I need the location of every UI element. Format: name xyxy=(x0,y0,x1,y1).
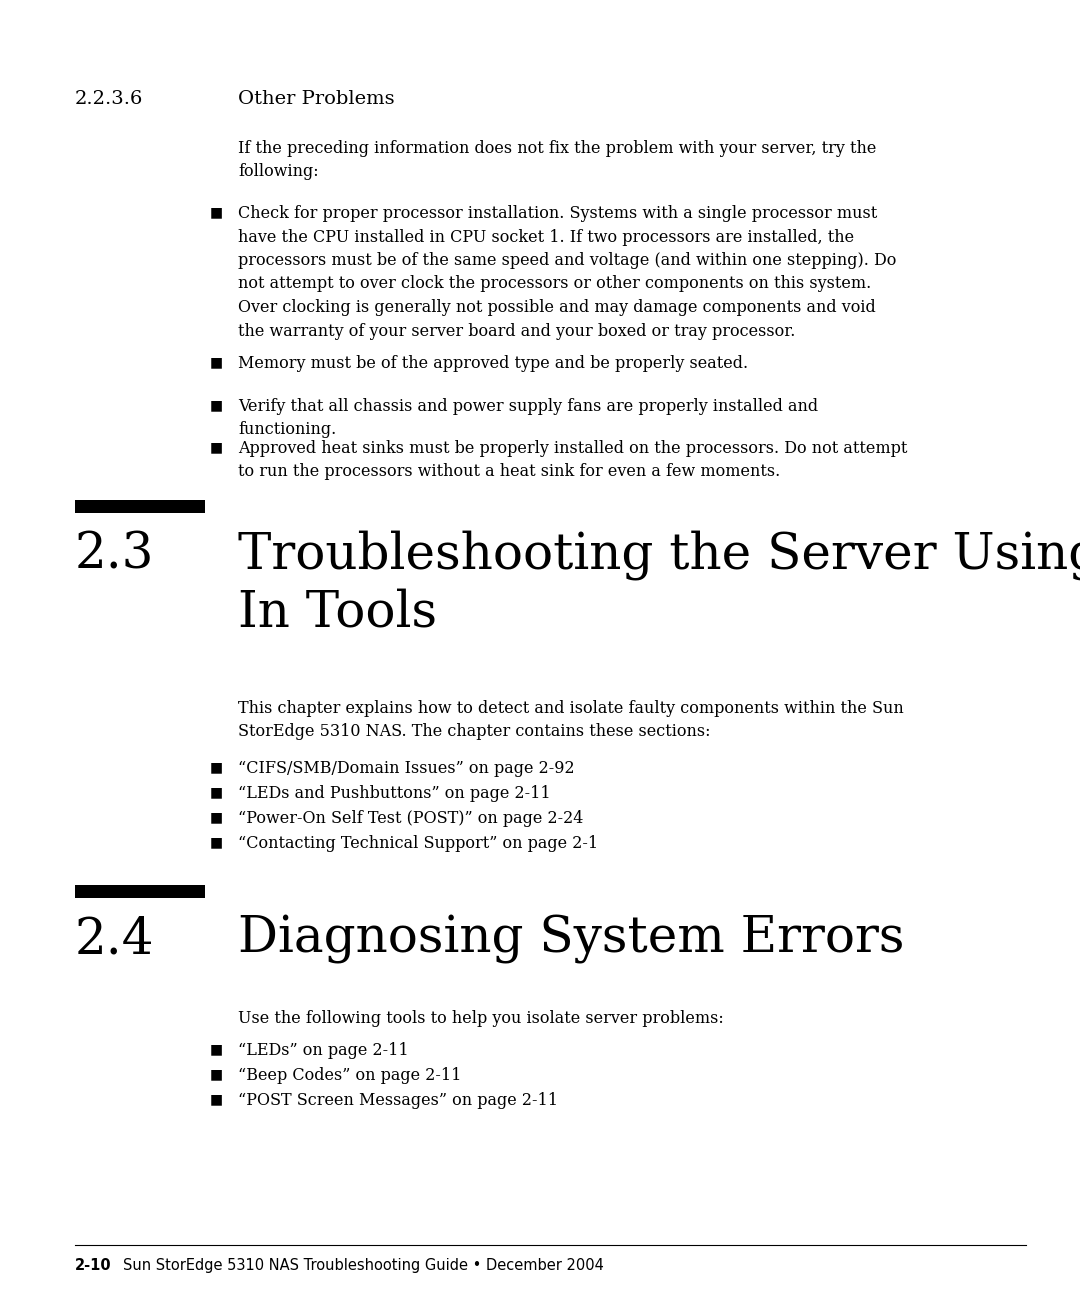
Text: Diagnosing System Errors: Diagnosing System Errors xyxy=(238,915,905,964)
Text: 2.4: 2.4 xyxy=(75,915,154,964)
Text: “Beep Codes” on page 2-11: “Beep Codes” on page 2-11 xyxy=(238,1067,461,1083)
Text: 2-10: 2-10 xyxy=(75,1258,111,1273)
Bar xyxy=(75,500,205,513)
Text: Approved heat sinks must be properly installed on the processors. Do not attempt: Approved heat sinks must be properly ins… xyxy=(238,441,907,481)
Text: ■: ■ xyxy=(210,398,224,412)
Text: ■: ■ xyxy=(210,810,224,824)
Text: “CIFS/SMB/Domain Issues” on page 2-92: “CIFS/SMB/Domain Issues” on page 2-92 xyxy=(238,759,575,778)
Text: “POST Screen Messages” on page 2-11: “POST Screen Messages” on page 2-11 xyxy=(238,1093,558,1109)
Text: This chapter explains how to detect and isolate faulty components within the Sun: This chapter explains how to detect and … xyxy=(238,700,904,740)
Text: Memory must be of the approved type and be properly seated.: Memory must be of the approved type and … xyxy=(238,355,748,372)
Text: Use the following tools to help you isolate server problems:: Use the following tools to help you isol… xyxy=(238,1010,724,1026)
Text: Other Problems: Other Problems xyxy=(238,89,394,108)
Text: “LEDs” on page 2-11: “LEDs” on page 2-11 xyxy=(238,1042,408,1059)
Text: “Power-On Self Test (POST)” on page 2-24: “Power-On Self Test (POST)” on page 2-24 xyxy=(238,810,583,827)
Text: Verify that all chassis and power supply fans are properly installed and
functio: Verify that all chassis and power supply… xyxy=(238,398,819,438)
Text: ■: ■ xyxy=(210,441,224,454)
Text: “Contacting Technical Support” on page 2-1: “Contacting Technical Support” on page 2… xyxy=(238,835,598,851)
Text: ■: ■ xyxy=(210,355,224,369)
Text: ■: ■ xyxy=(210,1067,224,1081)
Text: ■: ■ xyxy=(210,759,224,774)
Text: ■: ■ xyxy=(210,785,224,800)
Text: Troubleshooting the Server Using Built-
In Tools: Troubleshooting the Server Using Built- … xyxy=(238,530,1080,638)
Text: Check for proper processor installation. Systems with a single processor must
ha: Check for proper processor installation.… xyxy=(238,205,896,340)
Bar xyxy=(75,885,205,898)
Text: Sun StorEdge 5310 NAS Troubleshooting Guide • December 2004: Sun StorEdge 5310 NAS Troubleshooting Gu… xyxy=(123,1258,604,1273)
Text: ■: ■ xyxy=(210,205,224,219)
Text: 2.2.3.6: 2.2.3.6 xyxy=(75,89,144,108)
Text: “LEDs and Pushbuttons” on page 2-11: “LEDs and Pushbuttons” on page 2-11 xyxy=(238,785,551,802)
Text: 2.3: 2.3 xyxy=(75,530,154,579)
Text: ■: ■ xyxy=(210,835,224,849)
Text: ■: ■ xyxy=(210,1093,224,1105)
Text: ■: ■ xyxy=(210,1042,224,1056)
Text: If the preceding information does not fix the problem with your server, try the
: If the preceding information does not fi… xyxy=(238,140,876,180)
